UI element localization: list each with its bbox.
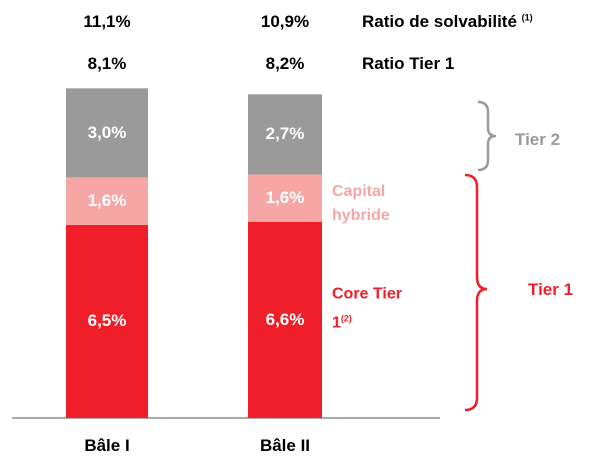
bracket-label: Tier 1 [528, 280, 574, 299]
value-label: 3,0% [87, 122, 127, 142]
bar-segment [66, 224, 148, 418]
tier2-brace [477, 100, 497, 172]
total-label: 8,1% [87, 54, 127, 73]
total-label: 10,9% [260, 12, 310, 31]
series-label: Core Tier 1(2) [332, 282, 412, 335]
footnote-mark: (2) [340, 313, 352, 324]
total-name: Ratio de solvabilité (1) [362, 12, 533, 32]
bar-segment [248, 221, 322, 418]
bar-segment [248, 174, 322, 222]
total-label: 8,2% [265, 54, 305, 73]
series-label: Capital hybride [332, 180, 412, 228]
total-name-text: Ratio de solvabilité [362, 12, 517, 31]
bar-segment [248, 94, 322, 175]
bar-segment [66, 88, 148, 178]
footnote-mark: (1) [521, 12, 533, 23]
value-label: 1,6% [265, 188, 305, 208]
total-name: Ratio Tier 1 [362, 54, 454, 74]
value-label: 1,6% [87, 191, 127, 211]
category-label: Bâle I [84, 436, 130, 455]
category-label: Bâle II [259, 436, 311, 455]
total-label: 11,1% [83, 12, 131, 31]
value-label: 6,5% [87, 311, 127, 331]
series-name: Capital hybride [332, 183, 390, 224]
value-label: 6,6% [265, 309, 305, 329]
series-name: Core Tier 1 [332, 285, 402, 332]
bracket-label: Tier 2 [515, 130, 561, 149]
value-label: 2,7% [265, 124, 305, 144]
total-name-text: Ratio Tier 1 [362, 54, 455, 73]
tier1-brace [464, 173, 488, 412]
bar-segment [66, 177, 148, 225]
